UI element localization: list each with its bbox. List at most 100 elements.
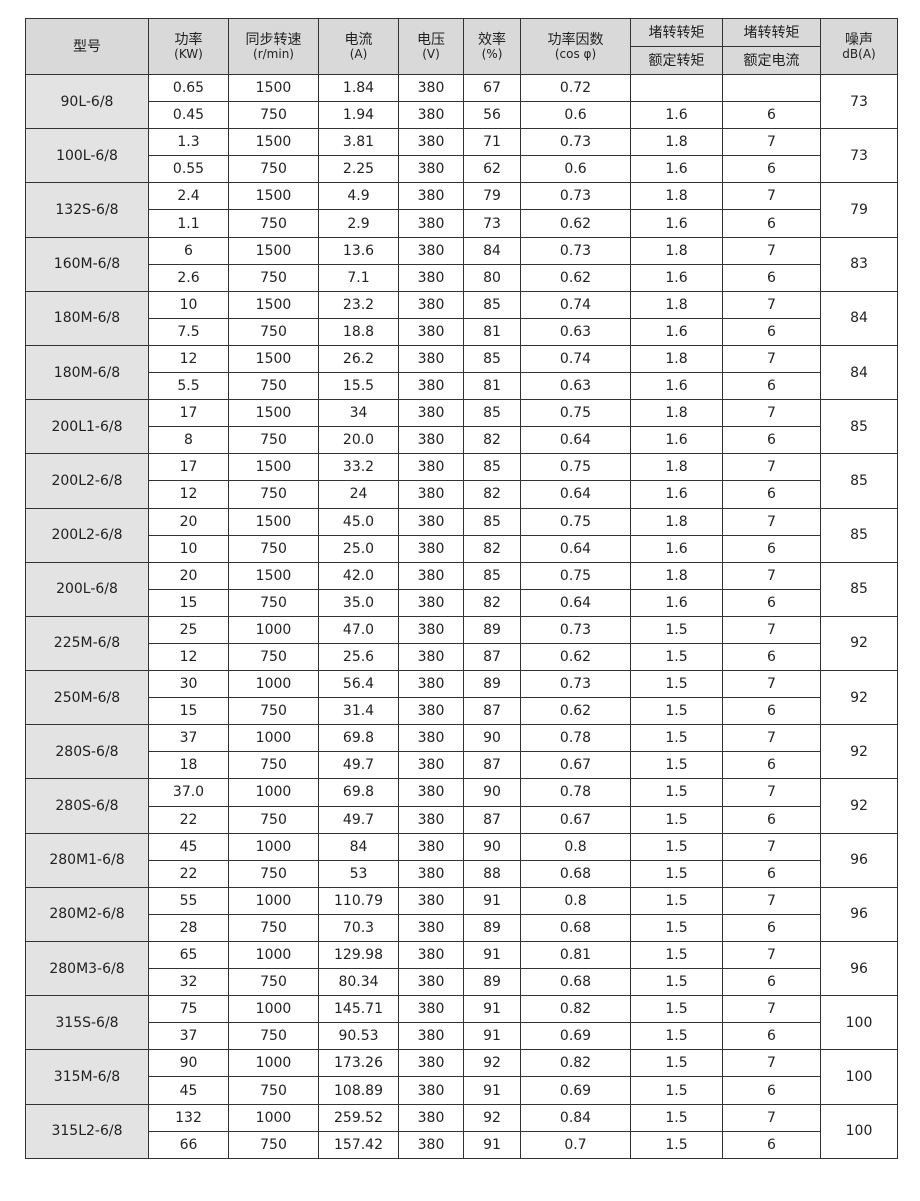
data-cell: 10 — [148, 534, 229, 563]
data-cell: 37 — [148, 724, 229, 753]
data-cell: 380 — [398, 832, 464, 861]
table-row: 200L-6/8 20 1500 42.0 380 85 0.75 1.8 7 85 — [25, 561, 898, 617]
table-row: 18 750 49.7 380 87 0.67 1.5 6 — [26, 751, 898, 780]
model-cell: 200L1-6/8 — [25, 399, 149, 455]
data-cell: 380 — [398, 236, 464, 265]
data-cell: 88 — [463, 859, 521, 888]
data-cell: 1.8 — [630, 561, 723, 590]
data-cell: 173.26 — [318, 1049, 399, 1078]
data-cell: 380 — [398, 995, 464, 1024]
data-cell: 20.0 — [318, 426, 399, 455]
data-cell: 380 — [398, 615, 464, 644]
table-row: 5.5 750 15.5 380 81 0.63 1.6 6 — [26, 372, 898, 401]
data-cell: 108.89 — [318, 1076, 399, 1105]
model-cell: 280M1-6/8 — [25, 832, 149, 888]
data-cell: 0.81 — [520, 940, 631, 970]
data-cell: 0.8 — [520, 832, 631, 861]
data-cell: 0.82 — [520, 1049, 631, 1078]
data-cell: 82 — [463, 480, 521, 509]
table-row: 22 750 49.7 380 87 0.67 1.5 6 — [26, 805, 898, 834]
data-cell: 0.63 — [520, 317, 631, 346]
table-row: 280M1-6/8 45 1000 84 380 90 0.8 1.5 7 96 — [25, 832, 898, 888]
data-cell: 7 — [722, 670, 821, 699]
data-cell: 750 — [228, 859, 319, 888]
noise-cell: 100 — [820, 995, 898, 1051]
header-current-ratio-bottom: 额定电流 — [722, 46, 821, 75]
data-cell: 10 — [148, 290, 229, 319]
data-cell: 750 — [228, 317, 319, 346]
header-label: 功率 — [174, 31, 203, 48]
model-cell: 315M-6/8 — [25, 1049, 149, 1105]
data-cell: 0.78 — [520, 778, 631, 807]
data-cell: 91 — [463, 1130, 521, 1159]
data-cell: 0.68 — [520, 859, 631, 888]
data-cell: 0.73 — [520, 128, 631, 157]
data-cell: 380 — [398, 1103, 464, 1132]
data-cell: 6 — [722, 859, 821, 888]
data-cell: 1.8 — [630, 290, 723, 319]
data-cell: 91 — [463, 995, 521, 1024]
model-cell: 100L-6/8 — [25, 128, 149, 184]
data-cell: 1.5 — [630, 615, 723, 644]
data-cell: 12 — [148, 344, 229, 374]
header-label: 效率 — [478, 31, 506, 48]
table-row: 22 750 53 380 88 0.68 1.5 6 — [26, 859, 898, 888]
data-cell: 750 — [228, 805, 319, 834]
data-cell: 0.75 — [520, 453, 631, 482]
data-cell: 85 — [463, 507, 521, 536]
data-cell: 380 — [398, 73, 464, 103]
data-cell: 0.68 — [520, 913, 631, 943]
data-cell: 1.6 — [630, 480, 723, 509]
data-cell: 6 — [722, 751, 821, 780]
data-cell: 1.6 — [630, 155, 723, 184]
data-cell: 380 — [398, 940, 464, 970]
header-label: 同步转速 — [245, 31, 302, 48]
data-cell: 25.0 — [318, 534, 399, 563]
data-cell: 750 — [228, 480, 319, 509]
data-cell: 73 — [463, 209, 521, 238]
data-cell: 750 — [228, 1022, 319, 1051]
data-cell: 1.5 — [630, 1130, 723, 1159]
data-cell: 750 — [228, 588, 319, 617]
data-cell: 0.62 — [520, 263, 631, 292]
data-cell: 90 — [463, 832, 521, 861]
data-cell: 79 — [463, 182, 521, 211]
data-cell: 0.6 — [520, 101, 631, 130]
data-cell: 380 — [398, 534, 464, 563]
data-cell: 6 — [722, 209, 821, 238]
data-cell: 380 — [398, 913, 464, 943]
data-cell: 129.98 — [318, 940, 399, 970]
data-cell: 2.4 — [148, 182, 229, 211]
data-cell: 53 — [318, 859, 399, 888]
noise-cell: 92 — [820, 670, 898, 726]
data-cell — [722, 73, 821, 103]
table-row: 0.45 750 1.94 380 56 0.6 1.6 6 — [26, 101, 898, 130]
model-cell: 280S-6/8 — [25, 778, 149, 834]
header-unit: (r/min) — [253, 46, 294, 61]
table-row: 12 750 25.6 380 87 0.62 1.5 6 — [26, 642, 898, 672]
data-cell: 380 — [398, 778, 464, 807]
data-cell: 0.82 — [520, 995, 631, 1024]
data-cell: 49.7 — [318, 751, 399, 780]
data-cell: 1.8 — [630, 453, 723, 482]
data-cell: 1000 — [228, 1103, 319, 1132]
noise-cell: 85 — [820, 399, 898, 455]
data-cell: 20 — [148, 561, 229, 590]
data-cell: 0.64 — [520, 426, 631, 455]
data-cell: 0.73 — [520, 182, 631, 211]
data-cell: 12 — [148, 642, 229, 672]
data-cell: 750 — [228, 101, 319, 130]
data-cell: 6 — [722, 426, 821, 455]
header-unit: (cos φ) — [554, 46, 597, 61]
data-cell: 24 — [318, 480, 399, 509]
data-cell: 84 — [463, 236, 521, 265]
data-cell: 1.5 — [630, 751, 723, 780]
data-cell: 3.81 — [318, 128, 399, 157]
data-cell: 89 — [463, 615, 521, 644]
data-cell: 31.4 — [318, 697, 399, 726]
data-cell: 1000 — [228, 995, 319, 1024]
data-cell: 110.79 — [318, 886, 399, 915]
data-cell: 7 — [722, 886, 821, 915]
table-row: 32 750 80.34 380 89 0.68 1.5 6 — [26, 968, 898, 997]
data-cell: 15.5 — [318, 372, 399, 401]
